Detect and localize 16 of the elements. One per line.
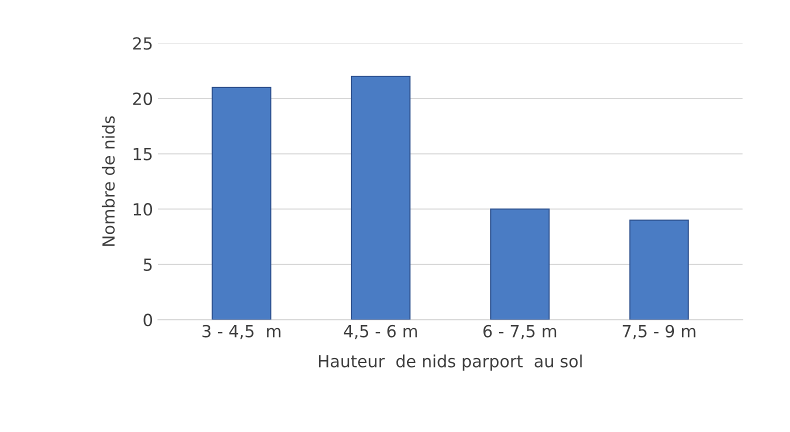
bar [212, 86, 272, 320]
x-tick-label: 7,5 - 9 m [622, 324, 696, 340]
bar [629, 220, 689, 320]
bar [490, 208, 550, 320]
y-tick-label: 20 [133, 92, 152, 106]
y-tick-label: 0 [144, 314, 152, 326]
x-tick-label: 3 - 4,5 m [202, 324, 280, 340]
y-axis-title: Nombre de nids [102, 116, 115, 246]
x-axis-title: Hauteur de nids parport au sol [318, 354, 582, 371]
y-tick-label: 10 [134, 203, 152, 216]
y-tick-label: 25 [133, 37, 152, 50]
y-tick-label: 5 [144, 258, 152, 271]
y-tick-label: 15 [134, 148, 152, 160]
bar [350, 76, 410, 320]
x-tick-label: 4,5 - 6 m [344, 324, 417, 340]
x-tick-label: 6 - 7,5 m [483, 324, 556, 340]
